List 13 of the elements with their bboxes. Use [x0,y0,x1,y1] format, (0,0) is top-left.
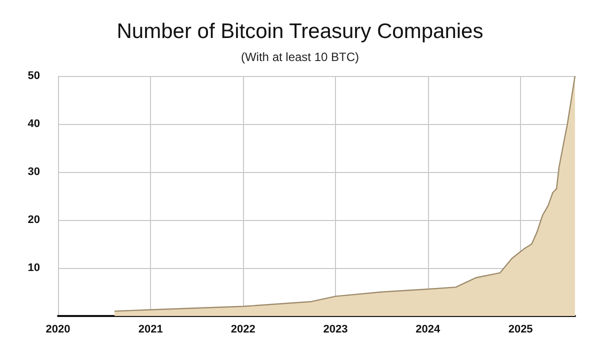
y-tick-label: 10 [28,262,40,274]
chart-subtitle: (With at least 10 BTC) [240,50,360,64]
x-tick-label: 2025 [508,324,533,336]
x-tick-label: 2021 [138,324,163,336]
y-tick-label: 50 [28,70,40,82]
x-tick-label: 2024 [416,324,442,336]
y-tick-label: 30 [28,166,40,178]
x-tick-label: 2022 [230,324,256,336]
y-tick-label: 20 [28,214,40,226]
y-tick-label: 40 [28,118,40,130]
x-tick-label: 2023 [323,324,348,336]
x-tick-label: 2020 [46,324,70,336]
chart-title: Number of Bitcoin Treasury Companies [116,20,484,43]
